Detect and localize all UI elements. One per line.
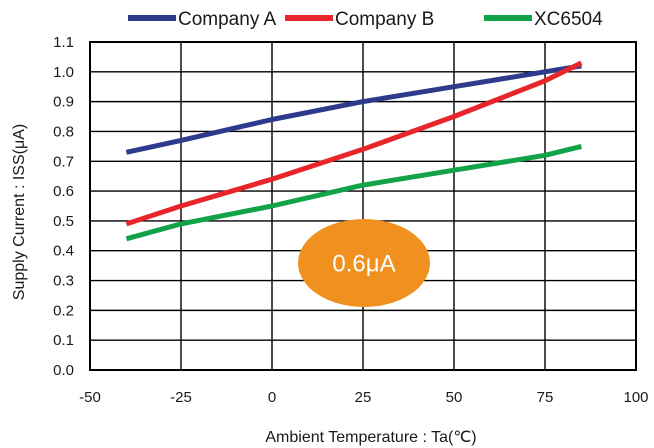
- y-tick-label: 0.0: [53, 362, 74, 379]
- legend-label: Company B: [335, 9, 434, 30]
- legend-label: XC6504: [534, 9, 603, 30]
- x-axis-title: Ambient Temperature : Ta(℃): [265, 429, 476, 446]
- y-tick-label: 1.1: [53, 34, 74, 51]
- legend: Company A Company B XC6504: [128, 9, 603, 30]
- grid-lines: [89, 41, 637, 371]
- x-tick-label: 100: [623, 389, 648, 406]
- y-tick-label: 0.8: [53, 123, 74, 140]
- y-tick-label: 0.6: [53, 183, 74, 200]
- y-tick-label: 1.0: [53, 64, 74, 81]
- x-tick-label: 75: [537, 389, 554, 406]
- series-line: [125, 63, 582, 155]
- x-tick-label: -25: [170, 389, 192, 406]
- x-tick-label: -50: [79, 389, 101, 406]
- x-tick-labels: -50 -25 0 25 50 75 100: [79, 389, 648, 406]
- x-tick-label: 50: [446, 389, 463, 406]
- y-tick-label: 0.1: [53, 332, 74, 349]
- series-lines: [125, 60, 583, 242]
- plot-area-border: [89, 41, 637, 371]
- y-tick-labels: 0.0 0.1 0.2 0.3 0.4 0.5 0.6 0.7 0.8 0.9 1.0 1.1: [53, 34, 74, 379]
- x-tick-label: 25: [355, 389, 372, 406]
- y-tick-label: 0.5: [53, 213, 74, 230]
- legend-label: Company A: [178, 9, 277, 30]
- y-axis-title: Supply Current : ISS(μA): [11, 124, 28, 300]
- y-tick-label: 0.3: [53, 273, 74, 290]
- series-line: [125, 60, 583, 227]
- x-tick-label: 0: [268, 389, 276, 406]
- y-tick-label: 0.2: [53, 302, 74, 319]
- series-line: [125, 143, 582, 242]
- y-tick-label: 0.9: [53, 94, 74, 111]
- annotation-ellipse: [298, 219, 430, 307]
- y-tick-label: 0.4: [53, 243, 74, 260]
- annotation-badge: 0.6μA: [298, 219, 430, 307]
- y-tick-label: 0.7: [53, 153, 74, 170]
- annotation-text: 0.6μA: [332, 250, 395, 277]
